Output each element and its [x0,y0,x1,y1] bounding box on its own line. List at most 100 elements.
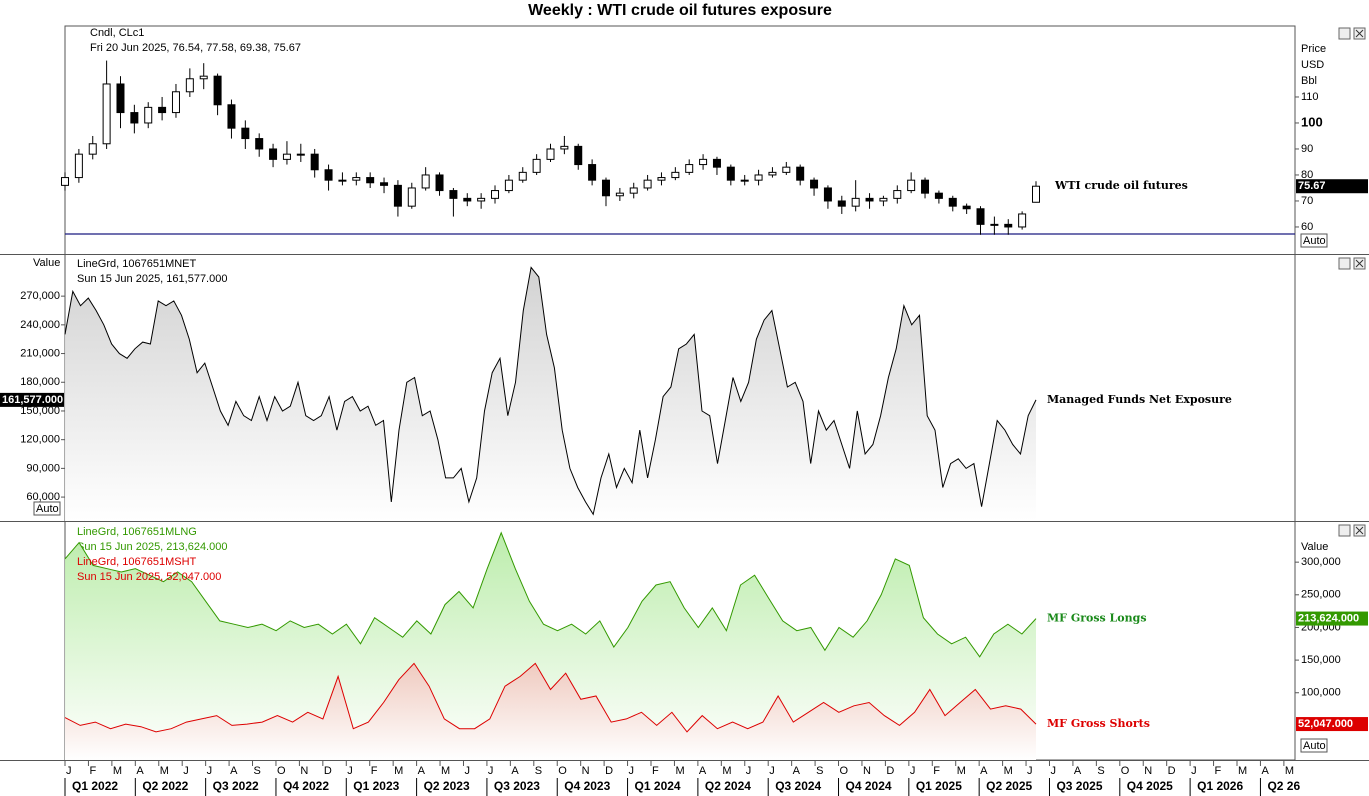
scale-button[interactable]: Auto [1303,235,1326,247]
series-annotation: WTI crude oil futures [1054,179,1188,192]
candle-body [504,179,513,192]
x-tick-label: J [1191,765,1197,777]
last-value-label: 75.67 [1298,180,1326,192]
candle-body [518,171,527,181]
quarter-label: Q4 2022 [283,779,329,793]
x-tick-label: J [347,765,353,777]
area-fill [65,532,1036,760]
quarter-label: Q1 2025 [916,779,962,793]
legend-detail: Fri 20 Jun 2025, 76.54, 77.58, 69.38, 75… [90,42,301,54]
x-tick-label: A [699,765,707,777]
x-tick-label: S [254,765,261,777]
scale-button[interactable]: Auto [36,503,59,515]
candle-body [629,187,638,194]
x-tick-label: J [207,765,213,777]
scale-button-frame [1300,233,1328,248]
quarter-label: Q3 2023 [494,779,540,793]
last-value-label: 161,577.000 [2,394,63,406]
candle-body [671,171,680,179]
window-buttons[interactable] [1338,27,1366,537]
quarter-label: Q1 2023 [353,779,399,793]
legend-detail: Sun 15 Jun 2025, 52,047.000 [77,571,221,583]
series-line [64,662,1037,733]
candle-body [810,179,819,189]
candle-body [421,174,430,189]
scale-button[interactable]: Auto [1303,740,1326,752]
candle-body [782,166,791,173]
x-tick-label: F [652,765,659,777]
candle-body [199,75,208,80]
candle-body [588,164,597,181]
candle-body [962,205,971,210]
y-tick-label: 150,000 [20,405,60,417]
last-value-box [1296,717,1368,732]
candle-body [255,138,264,150]
x-tick-label: N [300,765,308,777]
quarter-label: Q3 2022 [213,779,259,793]
x-tick-label: A [1074,765,1082,777]
legend-name: LineGrd, 1067651MSHT [77,556,197,568]
candle-body [574,145,583,166]
x-tick-label: M [722,765,731,777]
last-value-label: 52,047.000 [1298,718,1353,730]
last-value-box [0,392,64,407]
candle-body [61,177,69,186]
candle-body [712,158,721,168]
quarter-label: Q2 2025 [986,779,1032,793]
candle-body [657,177,666,181]
x-tick-label: A [418,765,426,777]
x-tick-label: S [1097,765,1104,777]
scale-button-frame [33,501,61,516]
scale-button-frame [1300,738,1328,753]
axis-title: Value [1301,541,1328,553]
axis-title: Value [33,257,60,269]
quarter-label: Q1 2022 [72,779,118,793]
legend-name: LineGrd, 1067651MLNG [77,526,197,538]
candle-body [477,197,486,202]
candle-body [88,143,97,155]
last-value-box [1296,611,1368,626]
area-fill [65,267,1036,521]
candle-body [74,153,83,179]
candle-body [976,208,985,225]
candle-body [213,75,222,106]
y-tick-label: 110 [1301,91,1319,103]
y-tick-label: 80 [1301,169,1313,181]
candle-body [130,112,139,124]
candle-body [144,106,153,124]
quarter-label: Q2 26 [1267,779,1300,793]
x-tick-label: M [1004,765,1013,777]
x-tick-label: M [113,765,122,777]
x-tick-label: M [1238,765,1247,777]
x-tick-label: F [89,765,96,777]
candle-body [116,83,125,114]
x-tick-label: F [933,765,940,777]
x-tick-label: A [980,765,988,777]
x-tick-label: M [1285,765,1294,777]
x-tick-label: S [816,765,823,777]
candle-body [269,148,278,160]
y-tick-label: 90,000 [26,462,60,474]
quarter-label: Q2 2022 [142,779,188,793]
legend-detail: Sun 15 Jun 2025, 161,577.000 [77,273,227,285]
x-tick-label: A [136,765,144,777]
axis-title: Price [1301,43,1326,55]
candle-body [948,197,957,207]
x-tick-label: M [957,765,966,777]
candle-body [227,104,236,129]
candle-body [407,187,416,207]
x-tick-label: M [394,765,403,777]
candle-body [934,192,943,199]
candle-body [1018,213,1027,228]
series-annotation: MF Gross Longs [1047,612,1147,625]
candle-body [546,148,555,160]
candle-body [449,190,458,199]
candle-body [879,197,888,202]
quarter-label: Q2 2024 [705,779,751,793]
x-tick-label: O [277,765,286,777]
x-tick-label: S [535,765,542,777]
x-tick-label: M [441,765,450,777]
x-tick-label: D [886,765,894,777]
candle-body [282,153,291,160]
